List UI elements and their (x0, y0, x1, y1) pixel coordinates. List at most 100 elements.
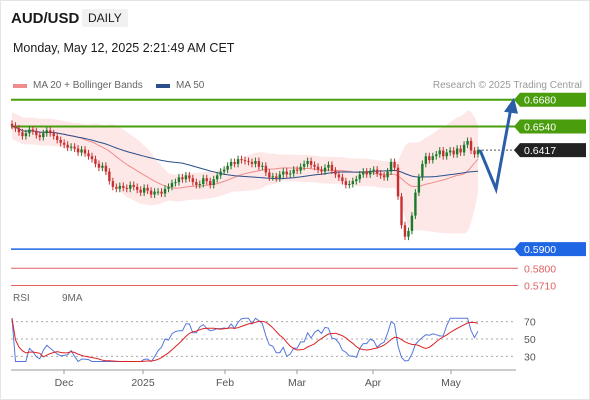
candle-body (334, 170, 337, 175)
candle-body (459, 148, 462, 153)
forecast-arrowhead (504, 97, 518, 114)
candle-body (97, 163, 101, 168)
candle-body (205, 178, 208, 182)
candle-body (320, 169, 323, 172)
candle-body (476, 150, 480, 155)
level-tag-0.6680 (514, 92, 586, 107)
candle-body (191, 178, 195, 183)
candle-body (452, 150, 455, 155)
candle-body (278, 174, 281, 179)
candle-body (219, 171, 222, 176)
candle-body (379, 173, 382, 176)
candle-body (122, 185, 125, 188)
candle-body (428, 156, 431, 161)
candle-body (56, 136, 59, 140)
symbol-title: AUD/USD (11, 10, 80, 27)
level-label-0.5800: 0.5800 (524, 263, 556, 275)
candle-body (372, 169, 375, 172)
candle-body (118, 185, 122, 189)
rsi-label: RSI (13, 293, 30, 304)
candle-body (59, 139, 62, 143)
candle-body (21, 132, 24, 137)
candle-body (254, 161, 257, 164)
candle-body (306, 161, 309, 164)
candle-body (323, 167, 327, 172)
candle-body (462, 144, 466, 153)
candle-body (10, 123, 14, 126)
candle-body (382, 175, 386, 178)
candle-body (108, 171, 111, 182)
candle-body (73, 146, 76, 149)
candle-body (212, 179, 215, 185)
ma50-swatch (156, 83, 170, 88)
candle-body (261, 165, 264, 167)
candle-body (407, 230, 410, 237)
ma20-swatch (13, 83, 27, 88)
candle-body (222, 169, 226, 172)
candle-body (101, 165, 104, 168)
x-tick-label-Feb: Feb (216, 377, 234, 389)
candle-body (243, 160, 247, 162)
level-label-0.5900: 0.5900 (524, 244, 556, 256)
x-tick-label-2025: 2025 (131, 377, 155, 389)
candle-body (327, 164, 330, 168)
candle-body (209, 181, 212, 185)
candle-body (115, 186, 118, 189)
candle-body (42, 133, 45, 138)
candle-body (264, 165, 268, 173)
level-label-0.6417: 0.6417 (524, 145, 556, 157)
level-label-0.5710: 0.5710 (524, 281, 556, 293)
candle-body (285, 171, 288, 175)
candle-body (400, 196, 403, 226)
candle-body (435, 154, 438, 157)
candle-body (129, 184, 132, 189)
ma20-line (11, 125, 479, 189)
candle-body (233, 161, 236, 164)
level-tag-0.6540 (514, 119, 586, 134)
candle-body (431, 156, 434, 161)
candle-body (403, 225, 407, 237)
candle-body (149, 190, 153, 195)
candle-body (268, 172, 271, 178)
candle-body (226, 165, 229, 170)
candle-body (62, 142, 66, 145)
candle-body (445, 152, 448, 157)
ma9-label: 9MA (62, 293, 83, 304)
legend-ma50: MA 50 (156, 80, 204, 91)
candle-body (355, 179, 358, 182)
legend-9ma: 9MA (62, 293, 83, 304)
candle-body (337, 174, 341, 178)
candle-body (473, 150, 476, 155)
candle-body (184, 175, 188, 180)
candle-body (295, 169, 299, 171)
timeframe-badge[interactable]: DAILY (82, 9, 128, 27)
candle-body (386, 171, 389, 178)
candle-body (247, 161, 250, 163)
candle-body (421, 163, 424, 178)
level-tag-0.6417 (514, 143, 586, 158)
candle-body (362, 171, 365, 175)
candle-body (414, 192, 417, 216)
candle-body (125, 187, 128, 189)
candle-body (38, 135, 42, 138)
candle-body (195, 182, 198, 185)
candle-body (455, 148, 459, 155)
candle-body (299, 166, 302, 171)
candle-body (17, 128, 21, 133)
candle-body (389, 161, 393, 172)
candle-body (156, 191, 160, 193)
candle-body (375, 169, 379, 174)
candle-body (289, 173, 292, 175)
candle-body (393, 161, 396, 168)
candle-body (142, 187, 146, 193)
candle-body (45, 130, 48, 134)
candle-body (358, 174, 361, 180)
candle-body (348, 184, 351, 186)
candle-body (442, 150, 445, 157)
candle-body (344, 181, 348, 185)
candle-body (282, 171, 285, 175)
candle-body (341, 177, 344, 182)
candle-body (351, 181, 355, 185)
date-time: Monday, May 12, 2025 2:21:49 AM CET (13, 41, 235, 55)
candle-body (177, 177, 181, 183)
